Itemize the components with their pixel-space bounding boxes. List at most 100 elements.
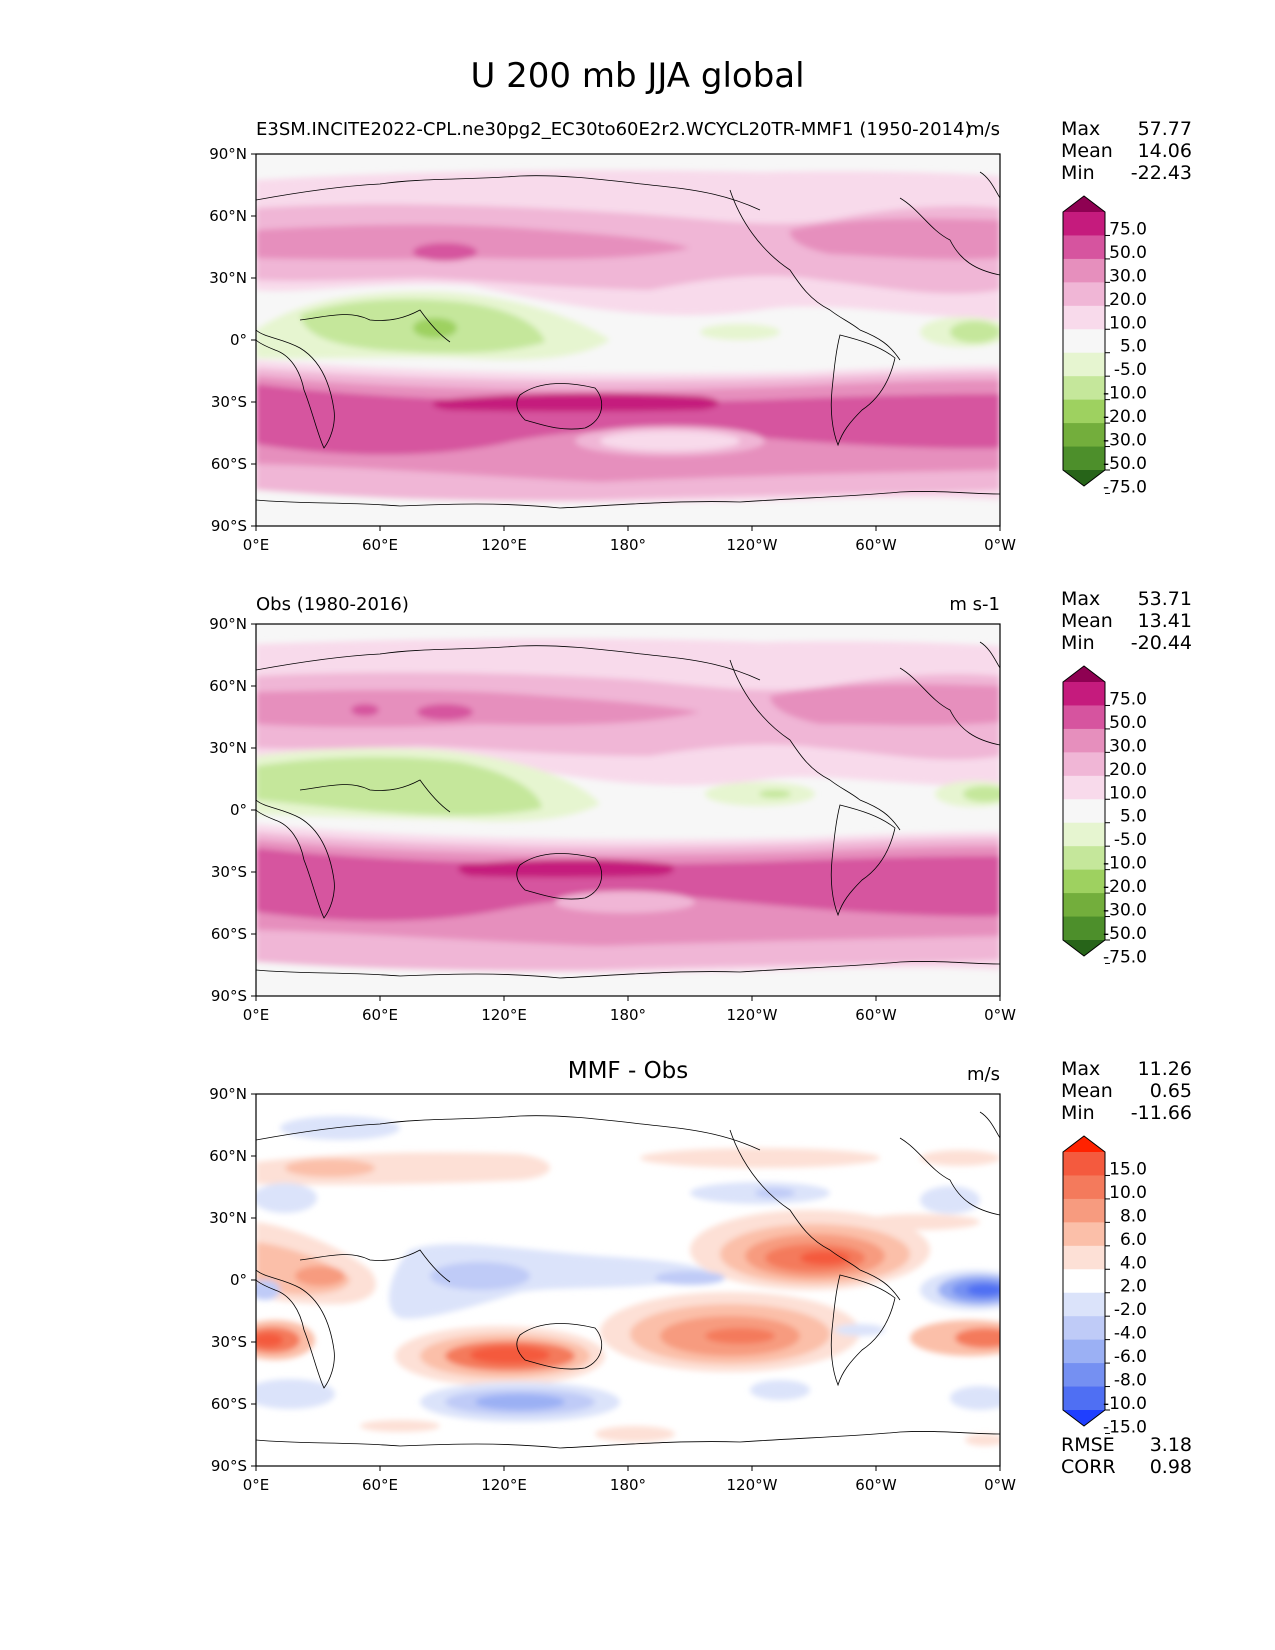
- colorbar-segment: [1063, 282, 1105, 307]
- colorbar-segment: [1063, 1269, 1105, 1294]
- panel-title: Obs (1980-2016): [256, 594, 409, 615]
- colorbar-segment: [1063, 1316, 1105, 1341]
- colorbar-label: -50.0: [1103, 924, 1147, 944]
- map-svg: 90°N 60°N 30°N 0° 30°S 60°S 90°S 0°E 60°E 120°E 1…: [209, 145, 1147, 554]
- colorbar-label: -20.0: [1103, 877, 1147, 897]
- contour-fill: [950, 321, 1000, 343]
- colorbar-label: -2.0: [1114, 1300, 1147, 1320]
- colorbar-segment: [1063, 1198, 1105, 1223]
- colorbar-label: -6.0: [1114, 1347, 1147, 1367]
- metric-value: 0.98: [1149, 1456, 1192, 1478]
- contour-fill: [950, 1386, 1000, 1410]
- colorbar-label: -4.0: [1114, 1324, 1147, 1344]
- colorbar-label: -75.0: [1103, 477, 1147, 497]
- colorbar-label: -20.0: [1103, 407, 1147, 427]
- lat-tick-label: 30°S: [211, 863, 247, 881]
- stat-value: -11.66: [1130, 1102, 1192, 1124]
- stat-value: 14.06: [1137, 140, 1192, 162]
- colorbar-segment: [1063, 305, 1105, 330]
- contour-fill: [256, 224, 690, 260]
- stats-block: Max 11.26 Mean 0.65 Min -11.66: [1061, 1058, 1192, 1124]
- lat-tick-label: 60°S: [211, 1395, 247, 1413]
- colorbar-segment: [1063, 212, 1105, 237]
- colorbar-segment: [1063, 376, 1105, 401]
- colorbar-segment: [1063, 752, 1105, 777]
- contour-fill: [655, 1271, 725, 1285]
- coastlines: [256, 1111, 1000, 1449]
- colorbar-label: -30.0: [1103, 901, 1147, 921]
- colorbar-label: 50.0: [1109, 713, 1147, 733]
- contour-fill: [256, 1333, 283, 1347]
- contour-fill: [413, 243, 477, 261]
- colorbar-label: 75.0: [1109, 689, 1147, 709]
- stat-value: -20.44: [1130, 632, 1192, 654]
- lon-tick-label: 0°E: [243, 1476, 270, 1494]
- colorbar: 75.0 50.0 30.0 20.0 10.0 5.0 -5.0 -10.0 -20.0 -30…: [1062, 195, 1147, 497]
- lon-tick-label: 60°E: [362, 1476, 398, 1494]
- lon-tick-label: 180°: [610, 1476, 646, 1494]
- lon-tick-label: 120°W: [727, 1006, 778, 1024]
- lat-tick-label: 60°S: [211, 925, 247, 943]
- colorbar-segment: [1063, 1245, 1105, 1270]
- colorbar-segment: [1063, 846, 1105, 871]
- contour-fill: [360, 1420, 440, 1432]
- contour-fill: [256, 1280, 280, 1300]
- contour-fill: [967, 1284, 1000, 1296]
- contour-fill: [965, 1434, 1000, 1446]
- map-svg: 90°N 60°N 30°N 0° 30°S 60°S 90°S 0°E 60°E 120°E 1…: [209, 615, 1147, 1024]
- colorbar-label: -50.0: [1103, 454, 1147, 474]
- contour-fill: [285, 1159, 375, 1177]
- contour-fill: [789, 218, 1000, 260]
- metric-label: RMSE: [1061, 1434, 1115, 1456]
- colorbar: 15.0 10.0 8.0 6.0 4.0 2.0 -2.0 -4.0 -6.0 -8.0 -10.…: [1062, 1135, 1147, 1437]
- colorbar-segment: [1063, 235, 1105, 260]
- lon-tick-label: 0°W: [984, 1006, 1016, 1024]
- colorbar-label: 30.0: [1109, 266, 1147, 286]
- contour-fill: [413, 318, 457, 338]
- lat-axis: 90°N 60°N 30°N 0° 30°S 60°S 90°S: [209, 615, 256, 1005]
- contour-fill: [256, 1183, 317, 1213]
- lat-tick-label: 0°: [230, 331, 247, 349]
- lon-tick-label: 0°W: [984, 1476, 1016, 1494]
- panel-diff: MMF - Obs m/s Max 11.26 Mean 0.65 Min -11.6…: [0, 1050, 1275, 1520]
- panel-units: m s-1: [949, 594, 1000, 615]
- colorbar-segment: [1063, 1339, 1105, 1364]
- contour-fill: [600, 431, 740, 451]
- stat-label: Mean: [1061, 140, 1113, 162]
- panel-units: m/s: [967, 1064, 1000, 1085]
- lon-tick-label: 120°W: [727, 1476, 778, 1494]
- lon-tick-label: 60°E: [362, 536, 398, 554]
- colorbar-segment: [1063, 916, 1105, 941]
- colorbar-label: -5.0: [1114, 830, 1147, 850]
- contour-fill: [470, 1346, 550, 1364]
- colorbar-segment: [1063, 869, 1105, 894]
- stat-value: 11.26: [1137, 1058, 1192, 1080]
- contour-fill: [256, 690, 700, 727]
- stat-label: Min: [1061, 162, 1095, 184]
- colorbar-extend-max: [1063, 666, 1105, 682]
- colorbar-label: 8.0: [1120, 1206, 1147, 1226]
- stats-block: Max 53.71 Mean 13.41 Min -20.44: [1061, 588, 1192, 654]
- lat-tick-label: 60°S: [211, 455, 247, 473]
- colorbar-segment: [1063, 1386, 1105, 1411]
- colorbar-label: 20.0: [1109, 290, 1147, 310]
- colorbar-label: 20.0: [1109, 760, 1147, 780]
- lon-axis: 0°E 60°E 120°E 180° 120°W 60°W 0°W: [243, 1466, 1016, 1494]
- contour-fill: [750, 1380, 810, 1400]
- contour-fill: [595, 1426, 675, 1442]
- stat-value: 13.41: [1137, 610, 1192, 632]
- colorbar-label: 30.0: [1109, 736, 1147, 756]
- lon-tick-label: 0°E: [243, 1006, 270, 1024]
- colorbar-label: -15.0: [1103, 1417, 1147, 1437]
- colorbar-segment: [1063, 1363, 1105, 1388]
- colorbar-extend-max: [1063, 196, 1105, 212]
- contour-fill: [640, 1148, 880, 1168]
- contour-fill: [256, 848, 1000, 921]
- contour-fill: [963, 786, 1000, 802]
- contour-fill: [755, 1188, 795, 1198]
- lon-tick-label: 60°E: [362, 1006, 398, 1024]
- stat-label: Max: [1061, 588, 1101, 610]
- contour-fill: [432, 393, 719, 412]
- colorbar-segment: [1063, 329, 1105, 354]
- colorbar-label: -30.0: [1103, 431, 1147, 451]
